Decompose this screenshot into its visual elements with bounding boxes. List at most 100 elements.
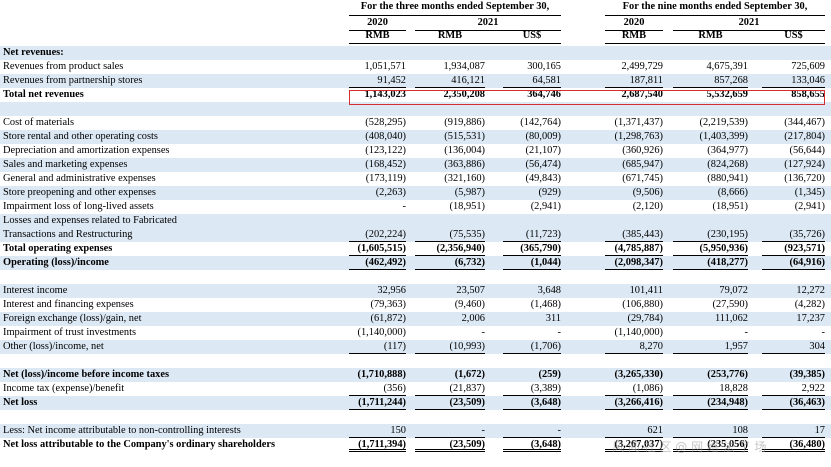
row-value: (2,356,940) bbox=[415, 242, 485, 256]
row-value: (23,509) bbox=[415, 396, 485, 410]
row-value: (418,277) bbox=[673, 256, 748, 270]
table-row: Transactions and Restructuring (202,224) (… bbox=[0, 228, 831, 242]
row-label: Store rental and other operating costs bbox=[3, 131, 158, 142]
row-label: Foreign exchange (loss)/gain, net bbox=[3, 313, 142, 324]
row-value: 91,452 bbox=[349, 74, 406, 88]
row-value: 187,811 bbox=[605, 74, 663, 88]
row-value: (9,460) bbox=[454, 299, 485, 310]
row-value: (2,941) bbox=[794, 201, 825, 212]
row-value: (18,951) bbox=[712, 201, 749, 212]
row-value: (685,947) bbox=[622, 159, 663, 170]
table-row: Revenues from partnership stores 91,452 41… bbox=[0, 74, 831, 88]
row-value: 79,072 bbox=[719, 285, 748, 296]
table-row: Less: Net income attributable to non-con… bbox=[0, 424, 831, 438]
row-value: (2,219,539) bbox=[699, 117, 748, 128]
row-value: 2,499,729 bbox=[621, 61, 663, 72]
row-value: (80,009) bbox=[525, 131, 562, 142]
year-2020-nine: 2020 bbox=[623, 17, 645, 28]
row-value: (929) bbox=[538, 187, 561, 198]
row-value: (106,880) bbox=[622, 299, 663, 310]
row-label: Store preopening and other expenses bbox=[3, 187, 156, 198]
row-value: 1,143,023 bbox=[364, 89, 406, 100]
row-value: (365,790) bbox=[503, 242, 561, 256]
row-value: (360,926) bbox=[622, 145, 663, 156]
row-value: 2,350,208 bbox=[443, 89, 485, 100]
three-months-rule bbox=[349, 15, 561, 16]
row-value: (234,948) bbox=[673, 396, 748, 410]
row-value: (408,040) bbox=[365, 131, 406, 142]
table-row: Total operating expenses (1,605,515) (2,35… bbox=[0, 242, 831, 256]
row-label: Net loss bbox=[3, 397, 38, 408]
row-value: (1,711,244) bbox=[349, 396, 406, 410]
row-value: (35,726) bbox=[762, 228, 825, 242]
row-label: General and administrative expenses bbox=[3, 173, 156, 184]
row-value: - bbox=[821, 327, 825, 338]
row-value: 64,581 bbox=[503, 74, 561, 88]
row-label: Impairment of trust investments bbox=[3, 327, 137, 338]
row-label: Operating (loss)/income bbox=[3, 257, 109, 268]
row-value: (3,648) bbox=[503, 438, 561, 452]
row-value: (1,298,763) bbox=[614, 131, 663, 142]
row-value: (27,590) bbox=[712, 299, 749, 310]
year-2020-nine-rule bbox=[605, 30, 663, 31]
row-label: Cost of materials bbox=[3, 117, 74, 128]
table-row: Cost of materials (528,295) (919,886) (142,… bbox=[0, 116, 831, 130]
year-2020-three-rule bbox=[349, 30, 406, 31]
table-row: Depreciation and amortization expenses (1… bbox=[0, 144, 831, 158]
row-label: Sales and marketing expenses bbox=[3, 159, 128, 170]
year-2021-three: 2021 bbox=[477, 17, 499, 28]
row-value: (1,086) bbox=[605, 382, 663, 396]
row-value: (919,886) bbox=[444, 117, 485, 128]
row-value: 32,956 bbox=[377, 285, 406, 296]
row-value: - bbox=[481, 327, 485, 338]
row-value: (3,648) bbox=[503, 396, 561, 410]
row-value: 3,648 bbox=[537, 285, 561, 296]
row-label: Less: Net income attributable to non-con… bbox=[3, 425, 241, 436]
row-value: (1,711,394) bbox=[349, 438, 406, 452]
row-value: (2,263) bbox=[375, 187, 406, 198]
row-value: (2,098,347) bbox=[605, 256, 663, 270]
row-value: (528,295) bbox=[365, 117, 406, 128]
row-label: Impairment loss of long-lived assets bbox=[3, 201, 154, 212]
row-label: Transactions and Restructuring bbox=[3, 229, 133, 240]
row-label: Interest and financing expenses bbox=[3, 299, 134, 310]
row-value: (9,506) bbox=[632, 187, 663, 198]
row-value: (1,140,000) bbox=[614, 327, 663, 338]
table-row: Foreign exchange (loss)/gain, net (61,872… bbox=[0, 312, 831, 326]
row-value: (1,403,399) bbox=[699, 131, 748, 142]
row-label: Total net revenues bbox=[3, 89, 84, 100]
row-label: Depreciation and amortization expenses bbox=[3, 145, 170, 156]
table-row bbox=[0, 354, 831, 368]
row-value: 18,828 bbox=[673, 382, 748, 396]
currency-rule-three bbox=[349, 43, 561, 44]
row-value: (230,195) bbox=[673, 228, 748, 242]
row-value: 621 bbox=[605, 424, 663, 438]
row-value: (10,993) bbox=[415, 340, 485, 354]
row-value: (23,509) bbox=[415, 438, 485, 452]
row-value: 304 bbox=[762, 340, 825, 354]
currency-rule-nine bbox=[605, 43, 825, 44]
row-value: (3,266,416) bbox=[605, 396, 663, 410]
row-value: (5,950,936) bbox=[673, 242, 748, 256]
row-value: (75,535) bbox=[415, 228, 485, 242]
row-value: (39,385) bbox=[789, 369, 826, 380]
row-value: 17,237 bbox=[796, 313, 825, 324]
year-2020-three: 2020 bbox=[367, 17, 388, 28]
currency-rmb-2020-three: RMB bbox=[365, 30, 390, 41]
row-value: (61,872) bbox=[370, 313, 407, 324]
table-row: Revenues from product sales 1,051,571 1,93… bbox=[0, 60, 831, 74]
row-value: 1,957 bbox=[673, 340, 748, 354]
table-row: Total net revenues 1,143,023 2,350,208 364,… bbox=[0, 88, 831, 102]
row-value: 311 bbox=[545, 313, 561, 324]
row-value: (1,044) bbox=[503, 256, 561, 270]
row-value: (1,710,888) bbox=[357, 369, 406, 380]
row-value: - bbox=[415, 424, 485, 438]
row-value: 857,268 bbox=[673, 74, 748, 88]
row-value: (36,463) bbox=[762, 396, 825, 410]
currency-rmb-2021-nine: RMB bbox=[698, 30, 723, 41]
row-value: (21,107) bbox=[525, 145, 562, 156]
row-value: 858,655 bbox=[791, 89, 825, 100]
row-value: (2,120) bbox=[632, 201, 663, 212]
row-value: (136,720) bbox=[784, 173, 825, 184]
row-value: (18,951) bbox=[449, 201, 486, 212]
